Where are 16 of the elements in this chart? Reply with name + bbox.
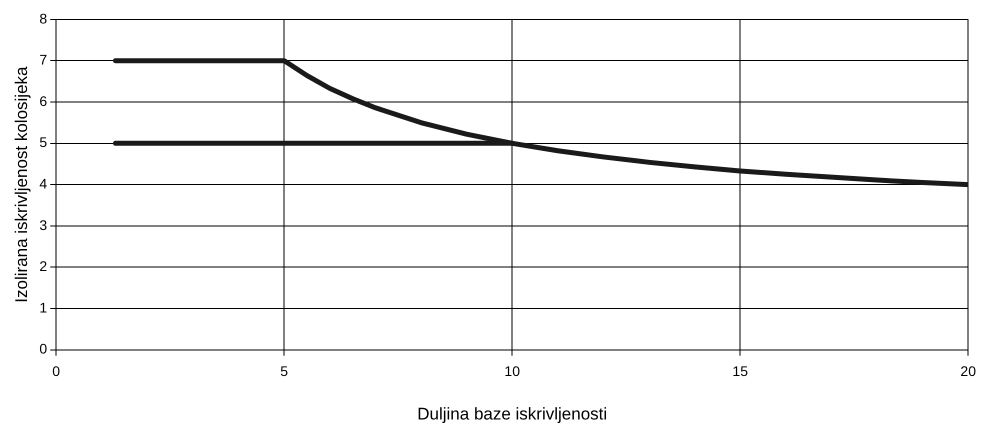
y-tick-label: 4 xyxy=(39,175,48,192)
x-tick-label: 0 xyxy=(52,363,60,380)
y-tick-label: 6 xyxy=(39,92,48,109)
x-tick-label: 5 xyxy=(280,363,288,380)
y-tick-label: 0 xyxy=(39,340,48,357)
x-tick-label: 15 xyxy=(732,363,748,380)
y-tick-label: 1 xyxy=(39,299,48,316)
y-tick-label: 8 xyxy=(39,10,48,26)
y-tick-label: 7 xyxy=(39,52,48,68)
y-tick-label: 3 xyxy=(39,216,48,233)
y-tick-label: 5 xyxy=(39,134,48,150)
y-axis-title: Izolirana iskrivljenost kolosijeka xyxy=(12,66,31,303)
y-tick-label: 2 xyxy=(39,258,48,274)
x-tick-label: 20 xyxy=(960,363,976,380)
x-axis-title: Duljina baze iskrivljenosti xyxy=(417,404,608,424)
x-tick-label: 10 xyxy=(504,363,520,380)
